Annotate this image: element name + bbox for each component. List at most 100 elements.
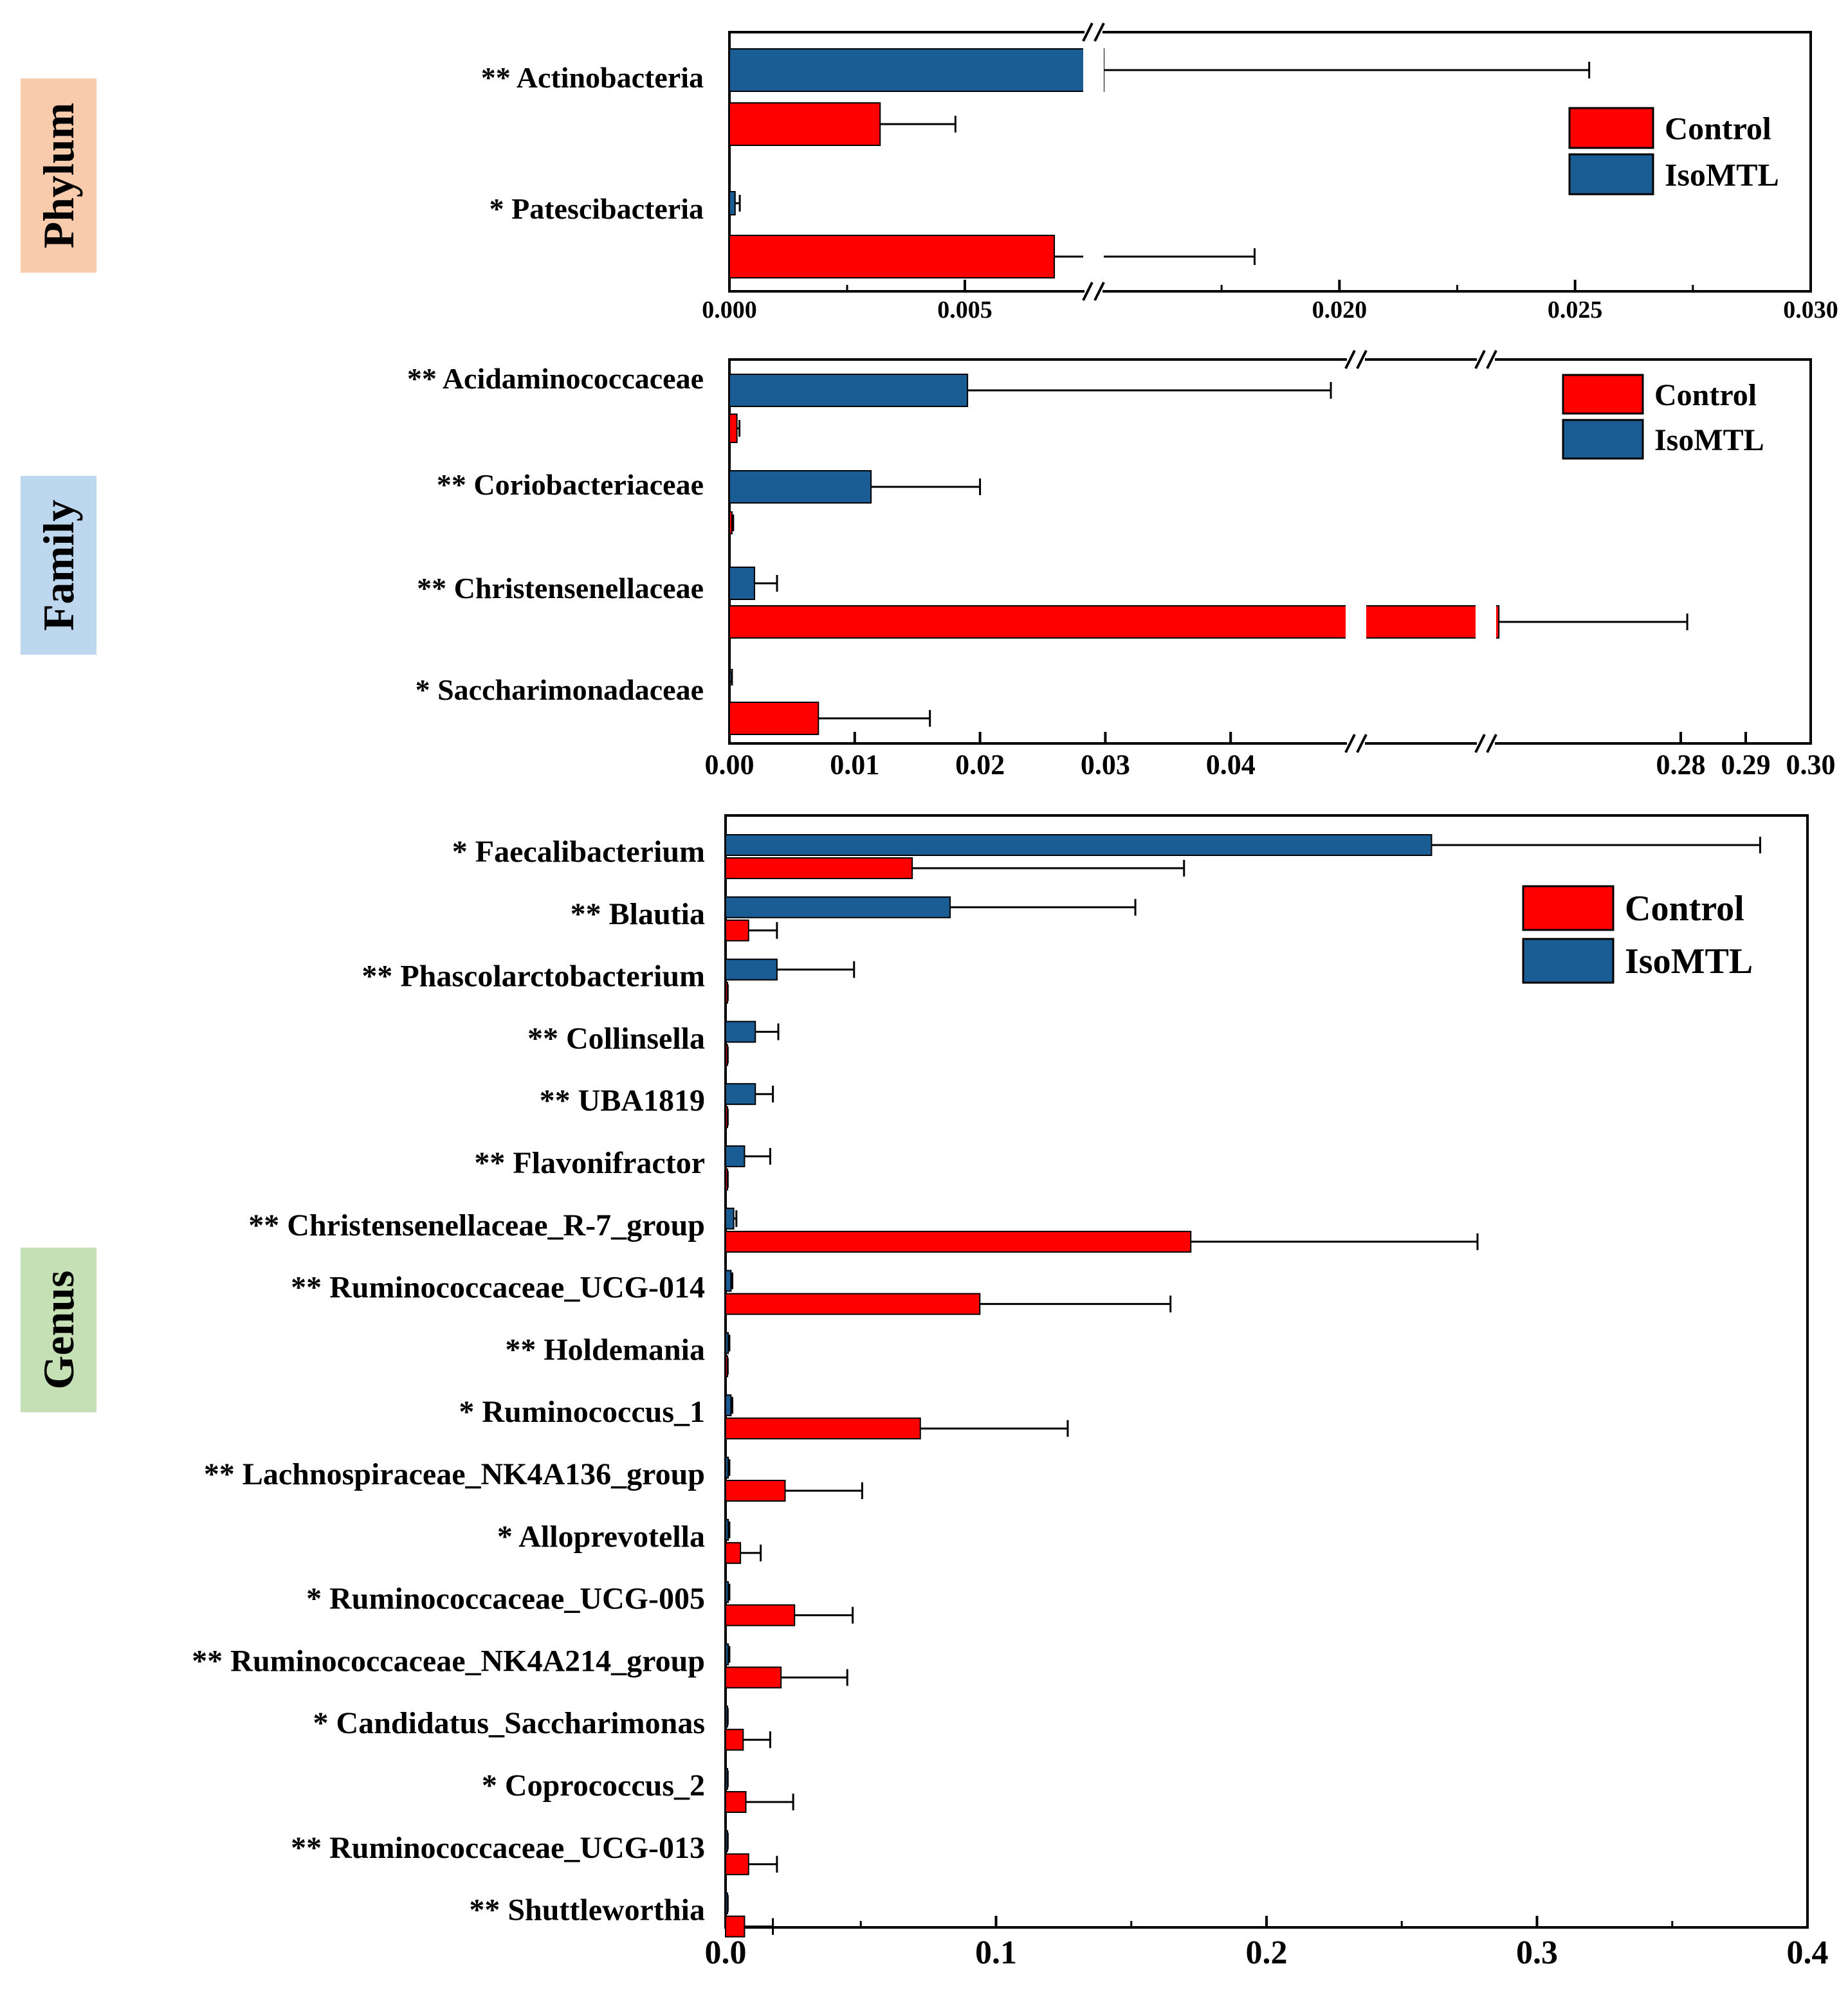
category-label: ** Actinobacteria	[481, 61, 704, 94]
category-label: ** Ruminococcaceae_NK4A214_group	[192, 1644, 705, 1678]
category-label: * Patescibacteria	[489, 192, 704, 225]
bar-control	[725, 1293, 981, 1315]
side-label-bg	[21, 1248, 96, 1412]
legend-label-isomtl: IsoMTL	[1665, 156, 1779, 192]
bar-isomtl	[729, 567, 755, 600]
panel-family: Family 0.00 0.01 0.02 0.03 0.04 0.28 0.29 0.30 **…	[21, 350, 1836, 781]
axis-break-bottom-1-slash-a	[1474, 734, 1486, 753]
bar-control	[725, 1915, 746, 1938]
legend-label-control: Control	[1665, 110, 1771, 146]
bar-control	[725, 1729, 744, 1751]
bar-control	[729, 605, 1500, 639]
bar-control	[725, 1480, 786, 1502]
category-label: * Coprococcus_2	[482, 1769, 705, 1803]
break-gap-bar-0	[1346, 602, 1366, 642]
bar-isomtl	[725, 1207, 735, 1230]
x-tick-label: 0.0	[705, 1934, 747, 1971]
bar-control	[725, 919, 749, 942]
x-tick-label: 0.02	[955, 749, 1005, 781]
legend-label-control: Control	[1625, 889, 1744, 929]
axis-break-bottom-slash-a	[1082, 282, 1093, 301]
bar-isomtl	[725, 1457, 729, 1479]
x-tick-label: 0.29	[1721, 749, 1771, 781]
category-label: ** Coriobacteriaceae	[437, 468, 704, 501]
bar-control	[725, 1230, 1192, 1253]
bar-isomtl	[725, 1518, 729, 1541]
bar-isomtl	[725, 1083, 756, 1106]
x-tick-label: 0.020	[1312, 296, 1368, 323]
x-tick-label: 0.1	[975, 1934, 1017, 1971]
bar-control	[725, 1791, 747, 1813]
bar-isomtl	[725, 1643, 729, 1666]
legend-label-isomtl: IsoMTL	[1654, 423, 1764, 457]
legend-swatch-isomtl	[1568, 153, 1654, 196]
axis-break-top-0-slash-b	[1356, 350, 1368, 369]
bar-control	[725, 857, 913, 879]
category-label: ** Blautia	[571, 897, 705, 931]
x-tick-label: 0.005	[937, 296, 993, 323]
plot-frame	[728, 31, 1812, 293]
category-label: ** Ruminococcaceae_UCG-014	[291, 1271, 705, 1305]
axis-break-top-slash-a	[1082, 23, 1093, 42]
x-tick-label: 0.2	[1246, 1934, 1288, 1971]
axis-break-top-0-slash-a	[1344, 350, 1356, 369]
bar-control	[729, 414, 738, 443]
side-label: Genus	[34, 1270, 83, 1389]
category-label: * Alloprevotella	[497, 1520, 705, 1554]
bar-control	[729, 102, 881, 146]
plot-frame	[724, 814, 1809, 1929]
legend-label-isomtl: IsoMTL	[1625, 942, 1753, 981]
category-label: ** Phascolarctobacterium	[361, 960, 705, 994]
bar-isomtl	[725, 958, 778, 981]
category-label: * Ruminococcus_1	[459, 1395, 705, 1429]
axis-break-bottom-1-slash-b	[1486, 734, 1497, 753]
category-label: * Faecalibacterium	[452, 835, 705, 869]
x-tick-label: 0.025	[1548, 296, 1603, 323]
bar-control	[725, 1417, 921, 1440]
x-tick-label: 0.3	[1516, 1934, 1558, 1971]
bar-isomtl	[725, 1332, 729, 1354]
category-label: * Saccharimonadaceae	[416, 673, 704, 706]
bar-isomtl	[725, 1269, 732, 1292]
bar-isomtl	[725, 1581, 729, 1603]
bar-isomtl	[729, 470, 872, 504]
bar-control	[729, 702, 819, 735]
x-tick-label: 0.4	[1787, 1934, 1829, 1971]
legend-swatch-control	[1568, 107, 1654, 149]
side-label: Phylum	[34, 103, 83, 249]
axis-break-top-1-slash-b	[1486, 350, 1497, 369]
x-tick-label: 0.01	[830, 749, 879, 781]
bar-control	[725, 1604, 796, 1626]
axis-break-bottom-0-slash-a	[1344, 734, 1356, 753]
category-label: ** Shuttleworthia	[469, 1893, 705, 1927]
legend-label-control: Control	[1654, 378, 1757, 412]
bar-control	[725, 1542, 742, 1564]
side-label-bg	[21, 78, 96, 273]
break-gap-bar	[1083, 39, 1104, 96]
plot-frame	[728, 358, 1812, 745]
axis-break-bottom-slash-b	[1093, 282, 1105, 301]
legend-swatch-isomtl	[1522, 938, 1615, 984]
axis-break-bottom-0-slash-b	[1356, 734, 1368, 753]
bar-control	[729, 511, 733, 534]
bar-control	[725, 1853, 749, 1875]
x-tick-label: 0.00	[705, 749, 755, 781]
bar-isomtl	[729, 48, 1104, 92]
category-label: ** UBA1819	[540, 1084, 705, 1118]
category-label: ** Holdemania	[505, 1333, 705, 1367]
category-label: ** Christensenellaceae	[417, 572, 704, 605]
category-label: * Ruminococcaceae_UCG-005	[306, 1582, 705, 1616]
bar-control	[729, 235, 1056, 278]
bar-isomtl	[725, 1145, 746, 1167]
category-label: ** Lachnospiraceae_NK4A136_group	[204, 1457, 705, 1491]
x-tick-label: 0.04	[1206, 749, 1256, 781]
panel-genus: Genus 0.0 0.1 0.2 0.3 0.4 * Faecalibacterium **…	[21, 814, 1829, 1971]
legend-swatch-control	[1562, 374, 1644, 415]
bar-isomtl	[725, 1021, 756, 1043]
category-label: ** Collinsella	[527, 1021, 705, 1055]
bar-isomtl	[725, 1394, 732, 1417]
side-label-bg	[21, 476, 96, 655]
x-tick-label: 0.30	[1786, 749, 1836, 781]
category-label: ** Flavonifractor	[474, 1146, 705, 1180]
